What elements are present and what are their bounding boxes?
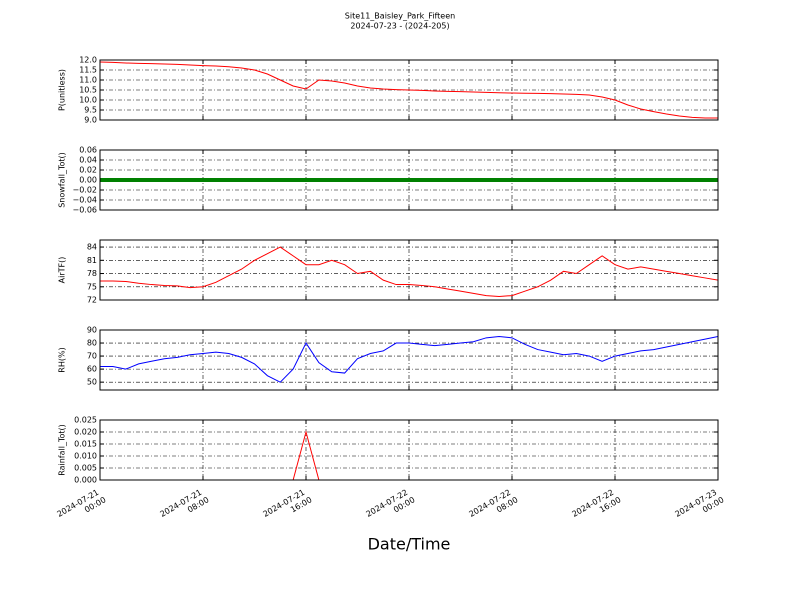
data-line: [99, 61, 718, 119]
y-tick-label: 11.0: [79, 76, 97, 85]
panel-frame: [99, 329, 719, 391]
panel-frame: [99, 149, 719, 211]
y-tick-label: 0.015: [74, 440, 97, 449]
y-tick-label: −0.06: [72, 206, 97, 215]
x-tick-label: 2024-07-21 16:00: [261, 486, 313, 527]
y-tick-label: 0.06: [79, 146, 97, 155]
y-tick-label: 81: [87, 256, 97, 265]
y-tick-label: 12.0: [79, 56, 97, 65]
y-tick-label: 11.5: [79, 66, 97, 75]
y-tick-label: 72: [87, 296, 97, 305]
y-tick-label: 0.00: [79, 176, 97, 185]
x-axis-label: Date/Time: [368, 535, 451, 554]
y-tick-label: 0.020: [74, 428, 97, 437]
y-tick-label: 84: [87, 243, 97, 252]
y-tick-label: 0.000: [74, 476, 97, 485]
y-tick-label: −0.02: [72, 186, 97, 195]
y-tick-label: 9.0: [84, 116, 97, 125]
y-tick-label: 0.04: [79, 156, 97, 165]
y-axis-label: P(unitless): [58, 69, 67, 111]
y-tick-label: 0.010: [74, 452, 97, 461]
chart-subtitle: 2024-07-23 - (2024-205): [350, 22, 449, 31]
y-tick-label: 90: [87, 326, 97, 335]
panel-frame: [99, 419, 719, 481]
chart-title: Site11_Baisley_Park_Fifteen: [345, 12, 455, 21]
y-tick-label: 60: [87, 365, 97, 374]
y-tick-label: 0.005: [74, 464, 97, 473]
y-axis-label: RH(%): [58, 347, 67, 372]
y-tick-label: 9.5: [84, 106, 97, 115]
panel-frame: [99, 59, 719, 121]
y-tick-label: 78: [87, 269, 97, 278]
y-axis-label: Rainfall_Tot(): [58, 424, 67, 476]
y-tick-label: 75: [87, 282, 97, 291]
y-tick-label: 80: [87, 339, 97, 348]
y-axis-label: AirTF(): [58, 257, 67, 284]
data-line: [100, 336, 719, 383]
y-tick-label: 50: [87, 378, 97, 387]
x-tick-label: 2024-07-21 00:00: [55, 486, 107, 527]
y-tick-label: 10.5: [79, 86, 97, 95]
x-tick-label: 2024-07-22 08:00: [467, 486, 519, 527]
panel-frame: [99, 239, 719, 301]
y-axis-label: Snowfall_Tot(): [58, 152, 67, 208]
y-tick-label: 0.02: [79, 166, 97, 175]
x-tick-label: 2024-07-23 00:00: [673, 486, 725, 527]
y-tick-label: 0.025: [74, 416, 97, 425]
data-line: [100, 246, 719, 297]
x-tick-label: 2024-07-21 08:00: [158, 486, 210, 527]
x-tick-label: 2024-07-22 16:00: [570, 486, 622, 527]
y-tick-label: −0.04: [72, 196, 97, 205]
y-tick-label: 10.0: [79, 96, 97, 105]
y-tick-label: 70: [87, 352, 97, 361]
x-tick-label: 2024-07-22 00:00: [364, 486, 416, 527]
